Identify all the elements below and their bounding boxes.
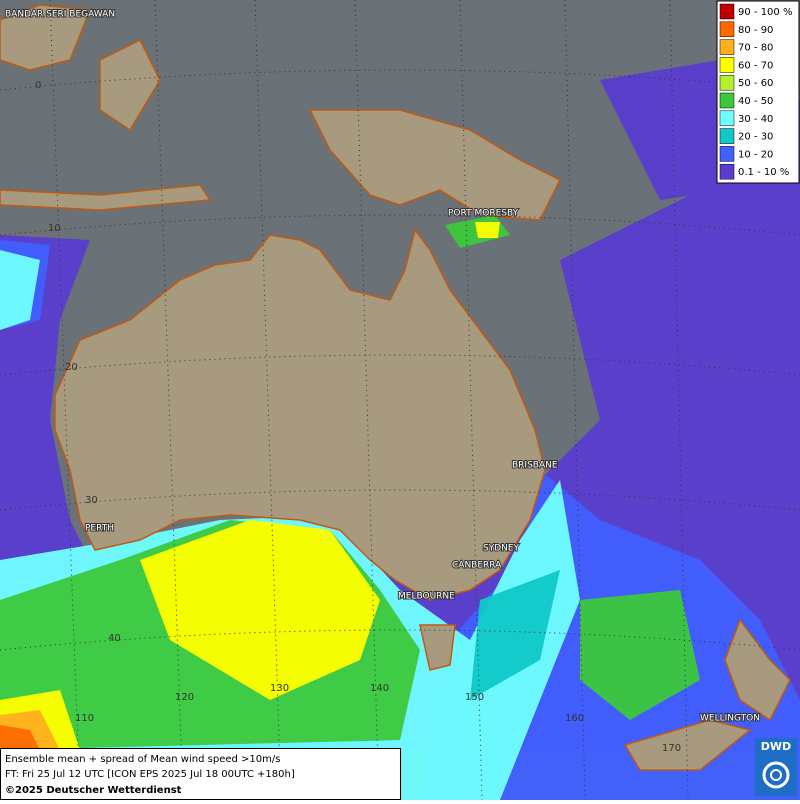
legend: 90 - 100 % 80 - 90 70 - 80 60 - 70 50 - 60 40… [719, 3, 792, 180]
sulawesi [99, 38, 161, 132]
legend-label: 90 - 100 % [738, 7, 792, 18]
legend-swatch [719, 57, 735, 73]
legend-swatch [719, 146, 735, 162]
latitude-line [0, 489, 800, 511]
city-label: BANDAR SERI BEGAWAN [5, 10, 115, 20]
wind-area [0, 250, 40, 330]
grid-label: 110 [75, 713, 94, 724]
grid-label: 130 [270, 683, 289, 694]
grid-label: 30 [85, 495, 98, 506]
legend-label: 30 - 40 [738, 114, 773, 125]
city-label: CANBERRA [452, 561, 502, 571]
legend-label: 40 - 50 [738, 96, 773, 107]
footer-box [0, 748, 401, 800]
wind-area [475, 222, 500, 238]
legend-label: 60 - 70 [738, 60, 773, 71]
legend-label: 80 - 90 [738, 25, 773, 36]
new-guinea [308, 109, 562, 221]
latitude-line [0, 69, 800, 91]
latitude-line [0, 214, 800, 236]
latitude-line [0, 354, 800, 376]
grid-label: 10 [48, 223, 61, 234]
city-label: PORT MORESBY [448, 209, 519, 219]
weather-layer [0, 60, 800, 800]
wind-area [470, 570, 560, 700]
wind-area [0, 725, 40, 750]
borneo [0, 4, 92, 71]
nz-north [724, 618, 791, 722]
land [0, 4, 791, 771]
legend-swatch [719, 39, 735, 55]
grid-label: 0 [35, 80, 41, 91]
labels: 0 10 20 30 40 110 120 130 140 150 160 170 BANDAR SER… [4, 9, 761, 755]
grid-label: 40 [108, 633, 121, 644]
legend-swatch [719, 128, 735, 144]
longitude-line [459, 0, 483, 801]
legend-swatch [719, 21, 735, 38]
legend-swatch [719, 163, 735, 180]
grid-label: 170 [662, 743, 681, 754]
wind-area [580, 590, 700, 720]
sunda-islands [0, 184, 212, 211]
longitude-line [49, 0, 81, 801]
footer-line: Ensemble mean + spread of Mean wind spee… [5, 754, 280, 765]
city-label: SYDNEY [483, 544, 520, 554]
footer-line: FT: Fri 25 Jul 12 UTC [ICON EPS 2025 Jul… [5, 769, 295, 780]
tasmania [419, 624, 456, 671]
logo-swirl [770, 769, 782, 781]
latitude-line [0, 629, 800, 651]
city-label: PERTH [85, 524, 114, 534]
australia [54, 228, 546, 601]
copyright: ©2025 Deutscher Wetterdienst [5, 785, 182, 796]
grid-label: 120 [175, 692, 194, 703]
legend-label: 0.1 - 10 % [738, 167, 789, 178]
logo: DWD [761, 740, 791, 753]
legend-swatch [719, 74, 735, 91]
legend-label: 70 - 80 [738, 43, 773, 54]
longitude-line [669, 0, 689, 801]
legend-label: 10 - 20 [738, 149, 773, 160]
grid-label: 20 [65, 362, 78, 373]
grid-label: 160 [565, 713, 584, 724]
city-label: WELLINGTON [700, 714, 760, 724]
logo-swirl [762, 761, 790, 789]
city-label: MELBOURNE [398, 592, 455, 602]
legend-label: 20 - 30 [738, 132, 773, 143]
nz-south [623, 719, 752, 771]
wind-area [140, 520, 380, 700]
longitude-line [354, 0, 380, 801]
legend-swatch [719, 3, 735, 20]
grid-label: 150 [465, 692, 484, 703]
city-label: BRISBANE [512, 461, 558, 471]
longitude-line [154, 0, 184, 801]
longitude-line [254, 0, 282, 801]
legend-swatch [719, 110, 735, 127]
legend-swatch [719, 92, 735, 109]
legend-label: 50 - 60 [738, 78, 773, 89]
grid-label: 140 [370, 683, 389, 694]
longitude-line [564, 0, 586, 801]
